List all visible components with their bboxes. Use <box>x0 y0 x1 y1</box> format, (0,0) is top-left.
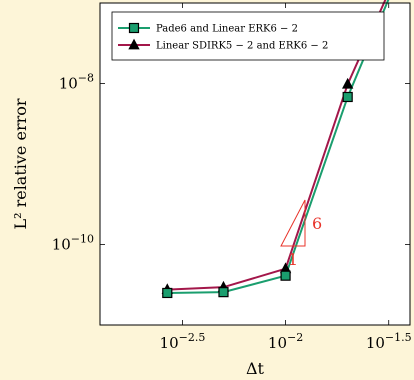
data-point <box>218 287 229 298</box>
legend: Pade6 and Linear ERK6 − 2 Linear SDIRK5 −… <box>111 11 385 61</box>
x-tick-label: 10−2.5 <box>160 331 206 352</box>
slope-run-label: 1 <box>288 250 298 269</box>
legend-label: Linear SDIRK5 − 2 and ERK6 − 2 <box>156 41 328 52</box>
legend-box <box>111 11 385 61</box>
legend-label: Pade6 and Linear ERK6 − 2 <box>156 24 298 35</box>
y-tick-labels: 10−8 10−10 <box>52 72 94 254</box>
plot-frame <box>99 2 411 326</box>
x-tick-labels: 10−2.5 10−2 10−1.5 <box>160 331 412 352</box>
data-point <box>280 270 291 281</box>
y-tick-label: 10−8 <box>59 72 94 93</box>
slope-triangle-shape <box>280 199 306 247</box>
data-point <box>342 77 354 89</box>
x-tick-label: 10−1.5 <box>366 331 412 352</box>
data-point <box>162 287 173 299</box>
y-tick-label: 10−10 <box>52 233 94 254</box>
legend-entry-0: Pade6 and Linear ERK6 − 2 <box>118 22 298 35</box>
slope-rise-label: 6 <box>312 214 322 233</box>
x-axis-label: Δt <box>246 359 265 378</box>
data-point <box>342 91 353 103</box>
y-axis-label: L² relative error <box>11 98 30 229</box>
legend-marker <box>128 38 140 50</box>
x-tick-label: 10−2 <box>268 331 303 352</box>
series-markers-0 <box>162 91 353 299</box>
axis-ticks <box>100 3 410 325</box>
legend-marker <box>128 22 140 34</box>
legend-entry-1: Linear SDIRK5 − 2 and ERK6 − 2 <box>118 38 328 52</box>
slope-triangle: 16 <box>280 199 322 269</box>
